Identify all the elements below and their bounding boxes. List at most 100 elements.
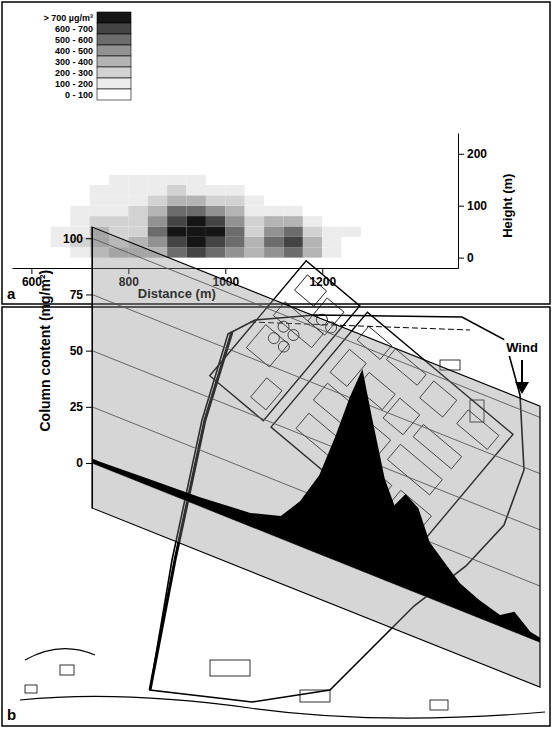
map-building (60, 665, 74, 675)
heat-cell (225, 247, 244, 257)
heat-cell (206, 216, 225, 226)
tick-mark (31, 268, 32, 274)
heat-cell (109, 185, 128, 195)
heat-cell (342, 237, 361, 247)
heat-cell (225, 185, 244, 195)
legend-swatch (97, 89, 131, 100)
heat-cell (187, 206, 206, 216)
heat-cell (148, 185, 167, 195)
heat-cell (206, 175, 225, 185)
heat-cell (148, 164, 167, 174)
heat-cell (264, 206, 283, 216)
heat-cell (245, 175, 264, 185)
heat-cell (342, 164, 361, 174)
legend-swatch (97, 56, 131, 67)
heat-cell (245, 164, 264, 174)
heat-cell (148, 175, 167, 185)
heat-cell (245, 216, 264, 226)
heat-cell (283, 226, 302, 236)
heat-cell (167, 237, 186, 247)
heat-cell (283, 175, 302, 185)
heat-cell (148, 195, 167, 205)
heat-cell (206, 185, 225, 195)
heat-cell (167, 206, 186, 216)
heat-cell (225, 175, 244, 185)
heat-cell (148, 237, 167, 247)
heat-cell (167, 195, 186, 205)
heat-cell (303, 164, 322, 174)
tick: 25 (70, 400, 92, 414)
heat-cell (206, 237, 225, 247)
heat-cell (283, 216, 302, 226)
heat-cell (206, 195, 225, 205)
tick: 75 (70, 288, 92, 302)
heat-cell (128, 195, 147, 205)
tick-label: 100 (63, 232, 83, 246)
heat-cell (128, 206, 147, 216)
heat-cell (148, 206, 167, 216)
heat-cell (128, 175, 147, 185)
heat-cell (31, 206, 50, 216)
heat-cell (225, 206, 244, 216)
grid-line (92, 238, 540, 417)
tick-mark (322, 268, 323, 274)
heat-cell (245, 195, 264, 205)
heat-cell (303, 185, 322, 195)
tick-mark (225, 268, 226, 274)
tick: 200 (458, 147, 487, 161)
heat-cell (322, 247, 341, 257)
axis-title: Column content (mg/m²) (37, 270, 53, 432)
heat-cell (264, 216, 283, 226)
heat-cell (303, 247, 322, 257)
heat-cell (31, 216, 50, 226)
legend-label: 600 - 700 (55, 24, 93, 34)
heat-cell (206, 164, 225, 174)
legend-swatch (97, 45, 131, 56)
heat-cell (51, 247, 70, 257)
heat-cell (187, 216, 206, 226)
heat-cell (342, 226, 361, 236)
axis: 0100200 (458, 134, 487, 269)
heat-cell (322, 216, 341, 226)
tick-mark (86, 294, 92, 295)
heat-cell (51, 164, 70, 174)
heat-cell (245, 237, 264, 247)
heat-cell (322, 175, 341, 185)
heat-cell (264, 185, 283, 195)
map-building (25, 685, 37, 693)
heat-cell (31, 185, 50, 195)
heat-cell (51, 206, 70, 216)
wind-arrow-shaft (521, 360, 523, 384)
heat-cell (70, 216, 89, 226)
legend-swatch (97, 12, 131, 23)
heat-cell (303, 237, 322, 247)
heat-cell (264, 164, 283, 174)
tick-label: 75 (70, 288, 84, 302)
heat-cell (283, 247, 302, 257)
heat-cell (31, 175, 50, 185)
panel-frame (2, 2, 550, 304)
tick-label: 25 (70, 400, 84, 414)
heat-cell (187, 237, 206, 247)
figure: 600800100012000100200Distance (m)Height … (0, 0, 552, 729)
heat-cell (128, 226, 147, 236)
heat-cell (109, 195, 128, 205)
area (92, 261, 540, 643)
label-patch (504, 339, 540, 356)
heat-cell (167, 247, 186, 257)
heat-cell (225, 226, 244, 236)
heat-cell (245, 226, 264, 236)
heat-cell (70, 164, 89, 174)
heat-cell (109, 216, 128, 226)
heat-cell (264, 195, 283, 205)
map-building (210, 660, 250, 676)
tick-label: 200 (467, 147, 487, 161)
heat-cell (167, 164, 186, 174)
tick: 100 (458, 199, 487, 213)
heat-cell (225, 164, 244, 174)
heat-cell (245, 185, 264, 195)
legend: > 700 µg/m³600 - 700500 - 600400 - 50030… (44, 12, 131, 100)
tick-mark (86, 463, 92, 464)
heat-cell (187, 247, 206, 257)
heat-cell (303, 206, 322, 216)
